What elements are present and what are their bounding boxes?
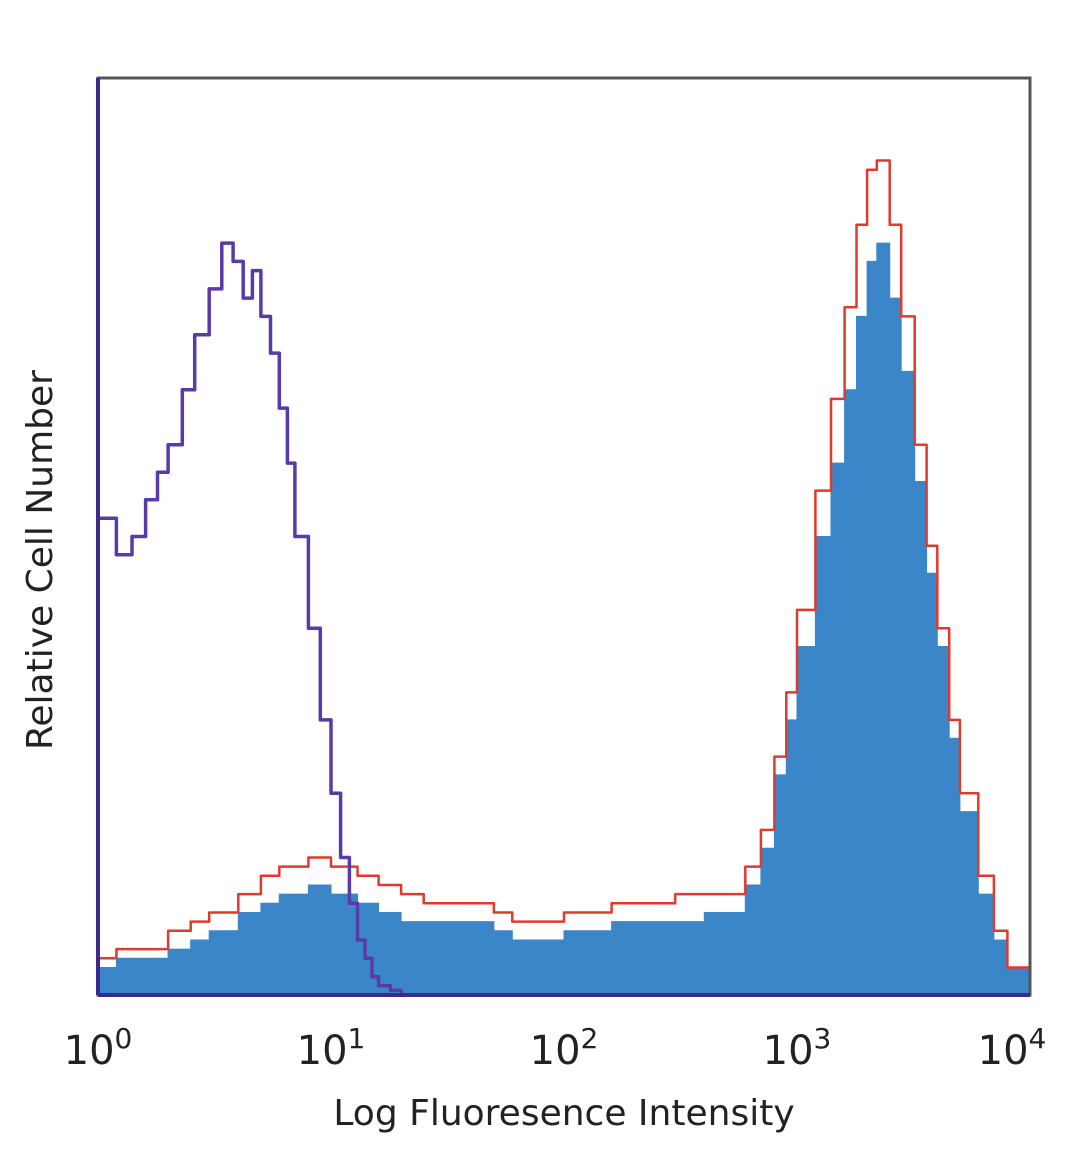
x-tick-label: 100 (64, 1022, 133, 1074)
x-tick-label: 102 (530, 1022, 599, 1074)
x-tick-label: 103 (763, 1022, 832, 1074)
y-axis-title: Relative Cell Number (20, 370, 61, 750)
x-axis-title: Log Fluoresence Intensity (333, 1093, 794, 1134)
plot-area (97, 159, 1032, 996)
series-red-outline-histogram (98, 159, 1032, 986)
x-tick-label: 104 (978, 1022, 1047, 1074)
series-filled-histogram (97, 242, 1031, 996)
series-purple-outline-histogram (98, 241, 403, 995)
x-tick-labels: 100 101 102 103 104 (64, 1022, 1047, 1074)
x-tick-label: 101 (297, 1022, 366, 1074)
